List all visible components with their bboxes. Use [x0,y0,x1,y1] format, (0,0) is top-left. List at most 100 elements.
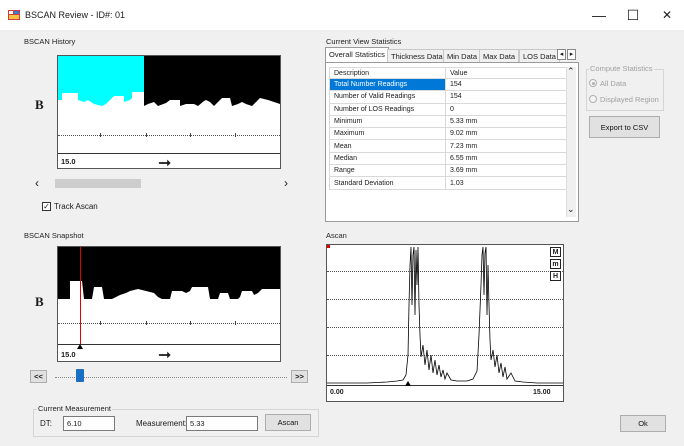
close-button[interactable]: ✕ [661,8,673,22]
row-value[interactable]: 1.03 [445,176,568,190]
stats-group-label: Current View Statistics [326,37,402,46]
table-row[interactable]: Maximum 9.02 mm [329,127,568,141]
history-arrow-icon: ➞ [158,155,172,172]
ok-button[interactable]: Ok [620,415,666,432]
history-scrollbar-thumb[interactable] [55,179,141,188]
ascan-x-start-label: 0.00 [330,389,344,396]
tab-los-data[interactable]: LOS Data [519,49,560,62]
maximize-button[interactable]: ☐ [626,7,640,23]
table-row[interactable]: Range 3.69 mm [329,164,568,178]
current-measurement-group [33,409,319,437]
row-value[interactable]: 154 [445,77,568,92]
row-value[interactable]: 3.69 mm [445,164,568,178]
row-description[interactable]: Number of Valid Readings [329,90,446,104]
snapshot-b-label: B [35,294,44,309]
ascan-gridline [327,355,563,356]
dt-field[interactable]: 6.10 [63,416,115,431]
bscan-snapshot-label: BSCAN Snapshot [24,231,84,240]
minimize-button[interactable]: — [592,7,606,23]
compute-statistics-group [586,69,664,111]
ascan-x-end-label: 15.00 [533,389,551,396]
displayed-region-radio[interactable] [589,95,597,103]
history-gridline [58,135,280,136]
row-description[interactable]: Median [329,151,446,166]
ascan-gridline [327,327,563,328]
ascan-gridline [327,271,563,272]
table-row[interactable]: Minimum 5.33 mm [329,114,568,129]
table-row[interactable]: Total Number Readings 154 [329,77,568,92]
snapshot-tick [235,321,236,325]
previous-scan-button[interactable]: << [30,370,47,383]
measurement-label: Measurement: [136,419,188,428]
history-tick [100,133,101,137]
snapshot-tick [190,321,191,325]
row-description[interactable]: Minimum [329,114,446,129]
snapshot-axis-line [58,344,280,345]
table-row[interactable]: Number of LOS Readings 0 [329,102,568,116]
tab-scroll-right-button[interactable]: ▸ [567,49,576,60]
history-tick [190,133,191,137]
table-scroll-up-button[interactable]: ⌃ [567,66,575,76]
history-b-label: B [35,97,44,112]
history-tick [146,133,147,137]
row-description[interactable]: Range [329,164,446,178]
snapshot-bscan-image [58,247,280,311]
row-description[interactable]: Maximum [329,127,446,141]
track-ascan-checkbox[interactable]: ✓ [42,202,51,211]
bscan-snapshot-plot[interactable]: 15.0 ➞ [57,246,281,364]
table-scroll-down-button[interactable]: ⌄ [567,204,575,214]
row-description[interactable]: Standard Deviation [329,176,446,190]
table-row[interactable]: Median 6.55 mm [329,151,568,166]
snapshot-gridline [58,323,280,324]
ascan-gate-marker-icon [405,381,411,386]
row-description[interactable]: Total Number Readings [329,77,446,92]
column-header-description[interactable]: Description [329,67,446,79]
measurement-field[interactable]: 5.33 [186,416,258,431]
ascan-group-label: Ascan [326,231,347,240]
next-scan-button[interactable]: >> [291,370,308,383]
history-axis-line [58,153,280,154]
compute-statistics-label: Compute Statistics [589,64,654,73]
column-header-value[interactable]: Value [445,67,568,79]
row-value[interactable]: 0 [445,102,568,116]
ascan-waveform [327,246,563,384]
row-value[interactable]: 9.02 mm [445,127,568,141]
bscan-history-plot[interactable]: 15.0 ➞ [57,55,281,172]
row-value[interactable]: 7.23 mm [445,139,568,153]
title-bar [0,0,684,30]
ascan-mode-h-button[interactable]: H [550,271,561,281]
snapshot-slider-track[interactable] [55,377,287,378]
history-depth-label: 15.0 [61,157,76,166]
row-value[interactable]: 6.55 mm [445,151,568,166]
dt-label: DT: [40,419,52,428]
snapshot-slider-thumb[interactable] [76,369,84,382]
row-value[interactable]: 154 [445,90,568,104]
snapshot-tick [100,321,101,325]
snapshot-arrow-icon: ➞ [158,347,172,364]
tab-scroll-left-button[interactable]: ◂ [557,49,566,60]
history-scroll-right-button[interactable]: › [284,176,288,190]
history-scroll-left-button[interactable]: ‹ [35,176,39,190]
row-value[interactable]: 5.33 mm [445,114,568,129]
tab-overall-statistics[interactable]: Overall Statistics [325,47,389,63]
row-description[interactable]: Number of LOS Readings [329,102,446,116]
snapshot-cursor-line[interactable] [80,247,81,344]
ascan-axis-line [327,385,563,386]
ascan-button[interactable]: Ascan [265,414,311,431]
row-description[interactable]: Mean [329,139,446,153]
bscan-history-label: BSCAN History [24,37,76,46]
ascan-origin-marker [327,245,330,248]
table-row[interactable]: Number of Valid Readings 154 [329,90,568,104]
tab-max-data[interactable]: Max Data [479,49,520,62]
ascan-mode-m-small-button[interactable]: m [550,259,561,269]
export-csv-button[interactable]: Export to CSV [589,116,660,138]
table-vertical-scrollbar[interactable] [566,67,576,217]
tab-thickness-data[interactable]: Thickness Data [387,49,447,62]
all-data-radio[interactable] [589,79,597,87]
table-row[interactable]: Mean 7.23 mm [329,139,568,153]
tab-min-data[interactable]: Min Data [443,49,482,62]
ascan-plot[interactable]: 0.00 15.00 [326,244,564,402]
window-title: BSCAN Review - ID#: 01 [25,10,126,20]
table-row[interactable]: Standard Deviation 1.03 [329,176,568,190]
ascan-mode-m-button[interactable]: M [550,247,561,257]
